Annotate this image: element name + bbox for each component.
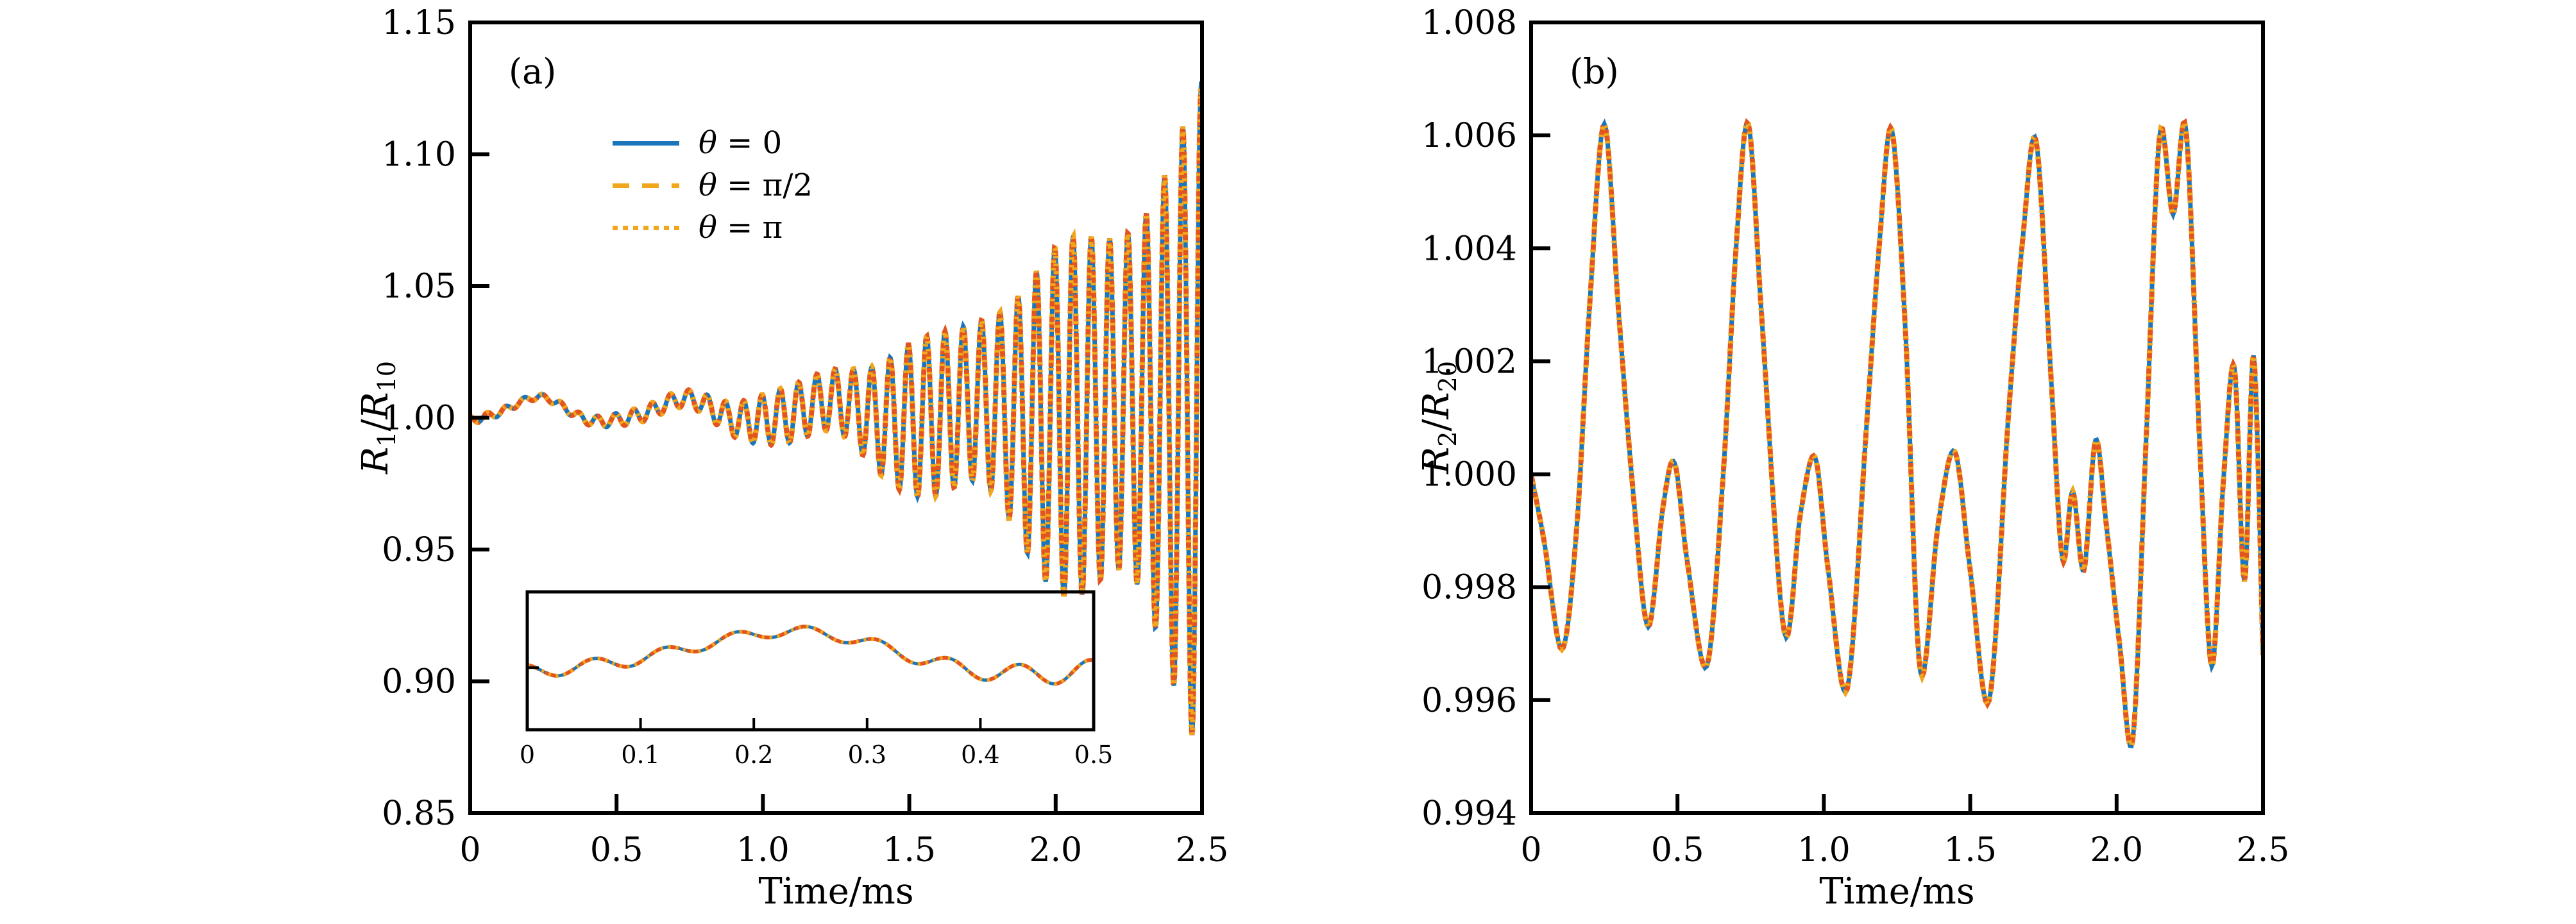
- axes-box: [468, 21, 1204, 815]
- axes-box: [525, 590, 1096, 732]
- panel-b: 0 0.5 1.0 1.5 2.0 2.5 0.994 0.996 0.998 1.000 1.00…: [1377, 0, 2301, 924]
- x-tick-label: 0: [1520, 831, 1541, 869]
- x-tick-label: 2.5: [1176, 831, 1229, 869]
- panel-a-x-axis-label: Time/ms: [758, 871, 914, 912]
- x-tick-label: 1.5: [883, 831, 936, 869]
- series-line-a-inset: [527, 625, 1094, 686]
- x-tick-label: 1.0: [736, 831, 790, 869]
- y-tick-label: 1.10: [382, 136, 456, 174]
- legend-label: θ = 0: [699, 125, 783, 161]
- panel-a: 0 0.5 1.0 1.5 2.0 2.5 0.85 0.90 0.95 1.00 1.05 1.10…: [316, 0, 1241, 924]
- legend-swatch-dashed: [613, 183, 679, 188]
- x-tick-label: 0.4: [961, 741, 999, 769]
- legend-item-1: θ = π/2: [613, 167, 813, 203]
- x-tick-label: 0.2: [734, 741, 773, 769]
- y-tick-label: 1.002: [1421, 342, 1517, 381]
- x-tick-label: 2.0: [1029, 831, 1082, 869]
- y-tick-label: 1.004: [1421, 230, 1517, 268]
- panel-a-y-axis-label: R1/R10: [354, 361, 402, 474]
- x-tick-label: 0.5: [1074, 741, 1113, 769]
- x-tick-label: 0: [459, 831, 480, 869]
- y-tick-label: 1.15: [382, 4, 456, 42]
- y-tick-label: 0.994: [1421, 794, 1517, 833]
- panel-a-label: (a): [509, 51, 557, 92]
- y-tick-label: 0.998: [1421, 569, 1517, 607]
- y-tick-label: 1.008: [1421, 4, 1517, 42]
- series-line-a: [470, 79, 1202, 735]
- y-tick-label: 1.00: [382, 399, 456, 438]
- series-line-a-inset: [527, 625, 1094, 686]
- y-tick-label: 1.000: [1421, 456, 1517, 494]
- series-line-b: [1531, 117, 2263, 749]
- series-group-a: [470, 79, 1202, 735]
- x-tick-label: 0.5: [590, 831, 643, 869]
- y-tick-label: 0.95: [382, 531, 456, 569]
- series-group-a-inset: [527, 625, 1094, 686]
- x-tick-label: 2.0: [2090, 831, 2143, 869]
- x-tick-label: 0.5: [1651, 831, 1704, 869]
- x-tick-label: 1.5: [1944, 831, 1997, 869]
- legend-swatch-dotted: [613, 225, 679, 230]
- legend-label: θ = π: [699, 210, 783, 246]
- series-group-b: [1531, 117, 2263, 750]
- legend-item-0: θ = 0: [613, 125, 813, 161]
- legend: θ = 0 θ = π/2 θ = π: [613, 125, 813, 246]
- y-tick-label: 1.006: [1421, 117, 1517, 155]
- series-line-a-inset: [527, 625, 1094, 686]
- legend-label: θ = π/2: [699, 167, 813, 203]
- x-tick-label: 1.0: [1797, 831, 1851, 869]
- series-line-b: [1531, 117, 2263, 750]
- y-tick-label: 1.05: [382, 267, 456, 306]
- x-tick-label: 0: [520, 741, 535, 769]
- plot-b-canvas: 0 0.5 1.0 1.5 2.0 2.5 0.994 0.996 0.998 1.000 1.00…: [1421, 4, 2290, 869]
- panel-b-label: (b): [1570, 51, 1619, 92]
- panel-b-x-axis-label: Time/ms: [1819, 871, 1975, 912]
- y-tick-label: 0.90: [382, 663, 456, 701]
- plot-a-canvas: 0 0.5 1.0 1.5 2.0 2.5 0.85 0.90 0.95 1.00 1.05 1.10…: [382, 4, 1229, 869]
- legend-item-2: θ = π: [613, 210, 813, 246]
- axes-box: [1529, 21, 2265, 815]
- legend-swatch-solid: [613, 140, 679, 146]
- x-tick-label: 0.3: [848, 741, 886, 769]
- plot-a-inset-canvas: 0 0.1 0.2 0.3 0.4 0.5: [520, 590, 1113, 769]
- x-tick-label: 0.1: [621, 741, 659, 769]
- y-tick-label: 0.996: [1421, 682, 1517, 720]
- panel-b-y-axis-label: R2/R20: [1415, 361, 1462, 474]
- y-tick-label: 0.85: [382, 794, 456, 833]
- x-tick-label: 2.5: [2237, 831, 2290, 869]
